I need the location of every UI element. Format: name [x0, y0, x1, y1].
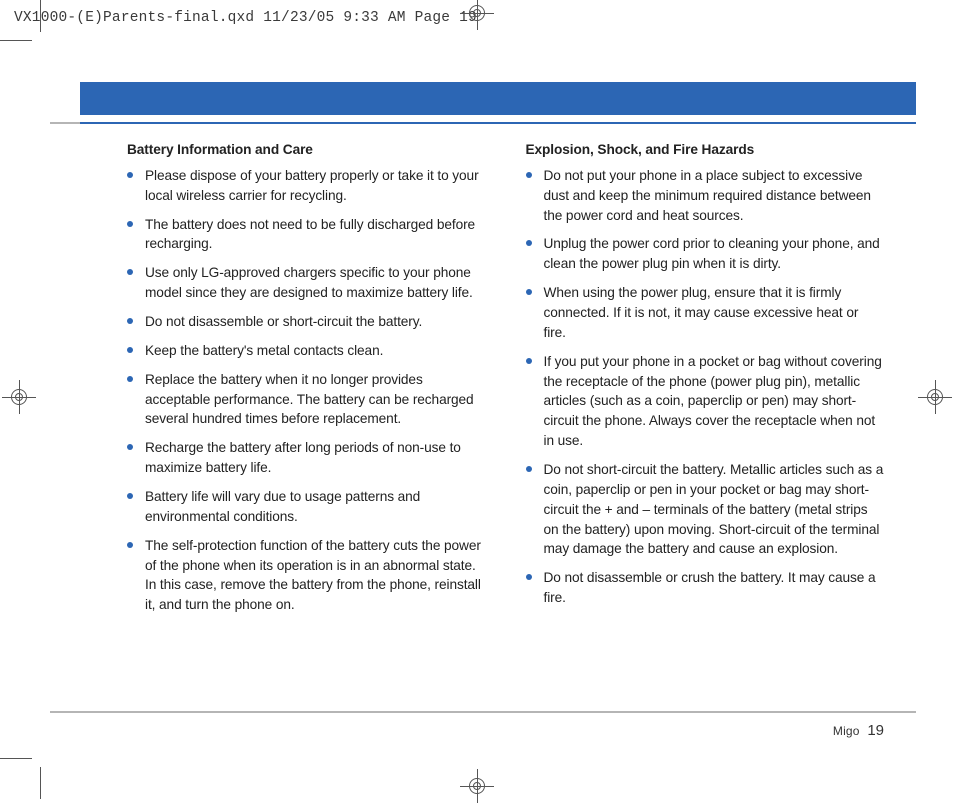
- footer-rule: [50, 711, 916, 713]
- page-footer: Migo 19: [833, 722, 884, 739]
- bullet-list-hazards: Do not put your phone in a place subject…: [526, 166, 885, 608]
- crop-mark: [0, 758, 32, 759]
- preflight-header: VX1000-(E)Parents-final.qxd 11/23/05 9:3…: [14, 10, 477, 26]
- list-item: Do not disassemble or short-circuit the …: [127, 312, 486, 332]
- header-rule: [80, 122, 916, 124]
- header-band: [80, 82, 916, 115]
- list-item: Use only LG-approved chargers specific t…: [127, 263, 486, 303]
- registration-mark: [464, 773, 490, 799]
- registration-mark: [6, 384, 32, 410]
- section-title-hazards: Explosion, Shock, and Fire Hazards: [526, 140, 885, 160]
- product-name: Migo: [833, 724, 860, 738]
- print-page: VX1000-(E)Parents-final.qxd 11/23/05 9:3…: [0, 0, 954, 799]
- registration-mark: [464, 0, 490, 26]
- list-item: When using the power plug, ensure that i…: [526, 283, 885, 343]
- list-item: Unplug the power cord prior to cleaning …: [526, 234, 885, 274]
- list-item: Replace the battery when it no longer pr…: [127, 370, 486, 430]
- crop-mark: [0, 40, 32, 41]
- content-area: Battery Information and Care Please disp…: [127, 140, 884, 689]
- crop-mark: [40, 767, 41, 799]
- crop-mark: [40, 0, 41, 32]
- list-item: Recharge the battery after long periods …: [127, 438, 486, 478]
- registration-mark: [922, 384, 948, 410]
- list-item: Do not put your phone in a place subject…: [526, 166, 885, 226]
- list-item: The battery does not need to be fully di…: [127, 215, 486, 255]
- column-left: Battery Information and Care Please disp…: [127, 140, 486, 689]
- list-item: Do not disassemble or crush the battery.…: [526, 568, 885, 608]
- list-item: Keep the battery's metal contacts clean.: [127, 341, 486, 361]
- list-item: The self-protection function of the batt…: [127, 536, 486, 615]
- page-number: 19: [867, 722, 884, 739]
- section-title-battery: Battery Information and Care: [127, 140, 486, 160]
- column-right: Explosion, Shock, and Fire Hazards Do no…: [526, 140, 885, 689]
- list-item: Do not short-circuit the battery. Metall…: [526, 460, 885, 559]
- list-item: Battery life will vary due to usage patt…: [127, 487, 486, 527]
- list-item: Please dispose of your battery properly …: [127, 166, 486, 206]
- header-rule-lead: [50, 122, 80, 124]
- bullet-list-battery: Please dispose of your battery properly …: [127, 166, 486, 615]
- list-item: If you put your phone in a pocket or bag…: [526, 352, 885, 451]
